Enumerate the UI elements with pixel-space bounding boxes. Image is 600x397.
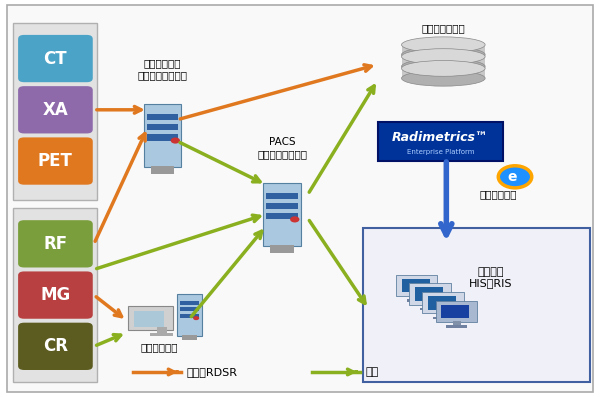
FancyBboxPatch shape <box>263 183 301 246</box>
FancyBboxPatch shape <box>409 283 451 304</box>
FancyBboxPatch shape <box>441 304 469 318</box>
FancyBboxPatch shape <box>427 303 435 309</box>
FancyBboxPatch shape <box>413 295 422 300</box>
Ellipse shape <box>401 37 485 53</box>
FancyBboxPatch shape <box>271 245 294 253</box>
FancyBboxPatch shape <box>147 124 178 130</box>
Ellipse shape <box>401 60 485 76</box>
Text: 検像システム: 検像システム <box>141 342 178 353</box>
FancyBboxPatch shape <box>18 323 93 370</box>
FancyBboxPatch shape <box>436 301 477 322</box>
Circle shape <box>290 216 299 222</box>
Text: Radimetrics™: Radimetrics™ <box>392 131 488 144</box>
FancyBboxPatch shape <box>266 193 298 199</box>
FancyBboxPatch shape <box>18 272 93 319</box>
FancyBboxPatch shape <box>177 294 202 336</box>
Text: XA: XA <box>42 101 68 119</box>
Text: Enterprise Platform: Enterprise Platform <box>407 149 474 155</box>
Circle shape <box>170 137 180 144</box>
FancyBboxPatch shape <box>13 208 97 382</box>
FancyBboxPatch shape <box>396 275 437 296</box>
FancyBboxPatch shape <box>149 333 173 336</box>
Text: MG: MG <box>40 286 70 304</box>
FancyBboxPatch shape <box>377 121 503 161</box>
FancyBboxPatch shape <box>151 166 174 174</box>
FancyBboxPatch shape <box>401 68 485 78</box>
FancyBboxPatch shape <box>453 321 461 326</box>
FancyBboxPatch shape <box>422 292 464 313</box>
Ellipse shape <box>401 49 485 64</box>
Text: CR: CR <box>43 337 68 355</box>
FancyBboxPatch shape <box>428 296 456 310</box>
Text: 線量管理サーバ: 線量管理サーバ <box>421 23 465 33</box>
FancyBboxPatch shape <box>180 301 199 305</box>
Text: e: e <box>507 170 517 184</box>
FancyBboxPatch shape <box>407 299 427 302</box>
FancyBboxPatch shape <box>157 328 167 335</box>
FancyBboxPatch shape <box>18 220 93 268</box>
FancyBboxPatch shape <box>433 317 454 319</box>
Text: 画像: 画像 <box>365 367 379 377</box>
Ellipse shape <box>401 58 485 74</box>
FancyBboxPatch shape <box>180 307 199 311</box>
FancyBboxPatch shape <box>363 228 590 382</box>
FancyBboxPatch shape <box>134 311 164 327</box>
Text: ブラウザ参照: ブラウザ参照 <box>479 189 517 200</box>
FancyBboxPatch shape <box>18 35 93 82</box>
Text: RF: RF <box>43 235 67 253</box>
Text: 病院端末
HIS・RIS: 病院端末 HIS・RIS <box>469 266 513 288</box>
FancyBboxPatch shape <box>180 314 199 318</box>
FancyBboxPatch shape <box>266 203 298 209</box>
Text: CT: CT <box>43 50 67 67</box>
FancyBboxPatch shape <box>401 45 485 55</box>
FancyBboxPatch shape <box>147 135 178 141</box>
Ellipse shape <box>401 47 485 62</box>
FancyBboxPatch shape <box>266 213 298 220</box>
FancyBboxPatch shape <box>420 308 440 310</box>
FancyBboxPatch shape <box>147 114 178 120</box>
Ellipse shape <box>401 70 485 86</box>
FancyBboxPatch shape <box>128 306 173 330</box>
FancyBboxPatch shape <box>7 5 593 392</box>
Text: 画像＋RDSR: 画像＋RDSR <box>187 367 238 377</box>
FancyBboxPatch shape <box>440 312 448 318</box>
FancyBboxPatch shape <box>18 137 93 185</box>
FancyBboxPatch shape <box>446 326 467 328</box>
Text: ゲートウェイ
（富士フイルム）: ゲートウェイ （富士フイルム） <box>137 59 188 80</box>
FancyBboxPatch shape <box>18 86 93 133</box>
FancyBboxPatch shape <box>144 104 181 167</box>
FancyBboxPatch shape <box>13 23 97 200</box>
FancyBboxPatch shape <box>401 57 485 66</box>
Circle shape <box>498 166 532 188</box>
Text: PET: PET <box>38 152 73 170</box>
Circle shape <box>193 316 199 320</box>
FancyBboxPatch shape <box>401 279 430 292</box>
FancyBboxPatch shape <box>415 287 443 301</box>
FancyBboxPatch shape <box>182 335 197 340</box>
Text: PACS
（富士フイルム）: PACS （富士フイルム） <box>257 137 307 159</box>
